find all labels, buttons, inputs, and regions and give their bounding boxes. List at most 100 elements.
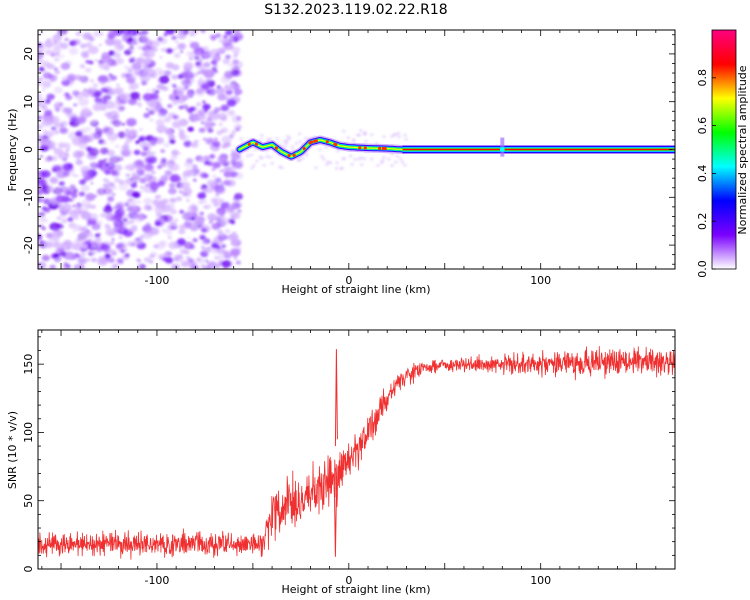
noise-blob [133, 149, 141, 155]
noise-blob [107, 196, 115, 202]
noise-blob [97, 232, 101, 236]
noise-blob [159, 37, 168, 45]
noise-blob [70, 79, 74, 82]
wandering-line [235, 135, 407, 162]
noise-blob [179, 209, 185, 214]
noise-blob [129, 82, 139, 90]
noise-blob [229, 134, 234, 138]
noise-blob [149, 118, 154, 122]
noise-blob [53, 67, 58, 71]
noise-blob [79, 193, 83, 196]
noise-blob [380, 161, 384, 164]
noise-blob [59, 54, 65, 59]
noise-blob [60, 128, 67, 133]
noise-blob [93, 31, 101, 37]
noise-blob [62, 158, 68, 162]
noise-blob [86, 89, 93, 94]
spectrogram-y-tick-label: 0 [22, 146, 35, 153]
noise-blob [216, 266, 220, 269]
noise-blob [164, 229, 173, 236]
noise-blob [152, 47, 158, 52]
snr-y-tick-label: 150 [22, 354, 35, 375]
noise-blob [91, 87, 97, 92]
wandering-line-peak [334, 142, 338, 147]
noise-blob [125, 129, 129, 132]
noise-blob [226, 211, 230, 214]
noise-blob [121, 33, 129, 39]
noise-blob [142, 141, 151, 149]
noise-blob [104, 183, 108, 187]
noise-blob [107, 115, 113, 120]
noise-blob [370, 157, 374, 161]
noise-blob [215, 193, 220, 197]
noise-blob [200, 30, 206, 33]
noise-blob [349, 154, 353, 158]
noise-blob [326, 160, 330, 163]
wandering-line-peak [325, 140, 329, 144]
noise-blob [79, 227, 85, 231]
noise-blob [180, 260, 189, 268]
noise-blob [53, 57, 60, 62]
noise-blob [168, 241, 179, 250]
spectrogram-y-tick-label: 20 [22, 47, 35, 61]
noise-blob [117, 131, 127, 139]
noise-blob [80, 211, 92, 220]
noise-blob [41, 104, 48, 110]
noise-blob [196, 51, 202, 56]
noise-blob [49, 77, 56, 82]
noise-blob [41, 80, 52, 88]
noise-blob [217, 254, 225, 261]
noise-blob [111, 193, 116, 196]
noise-blob [119, 260, 124, 264]
noise-blob [89, 79, 94, 83]
spectrogram-x-tick-labels: -100 0 100 [144, 274, 551, 287]
noise-blob [41, 206, 47, 211]
noise-blob [175, 196, 183, 202]
noise-blob [262, 164, 266, 167]
noise-blob [92, 90, 103, 98]
noise-blob [357, 134, 361, 137]
noise-blob [286, 135, 290, 138]
noise-blob [90, 182, 94, 185]
noise-blob [53, 130, 60, 135]
noise-blob [38, 66, 45, 72]
noise-blob [237, 209, 242, 213]
noise-blob [352, 139, 356, 142]
noise-blob [200, 186, 206, 191]
noise-blob [77, 257, 87, 265]
colorbar-tick-label: 0.6 [696, 117, 709, 135]
noise-blob [211, 36, 216, 41]
noise-blob [81, 52, 90, 59]
noise-blob [193, 73, 198, 77]
wandering-line-peak [363, 146, 367, 150]
noise-blob [132, 62, 142, 70]
noise-blob [131, 172, 136, 176]
noise-blob [151, 88, 157, 93]
noise-blob [167, 163, 175, 170]
noise-blob [196, 257, 206, 265]
noise-blob [231, 158, 236, 163]
noise-blob [58, 181, 65, 187]
noise-blob [207, 127, 214, 133]
noise-blob [72, 204, 76, 208]
noise-blob [213, 137, 218, 141]
noise-blob [314, 166, 318, 169]
noise-blob [206, 179, 216, 187]
noise-blob [129, 57, 136, 63]
noise-blob [59, 120, 68, 127]
noise-blob [38, 124, 44, 130]
noise-blob [190, 225, 198, 232]
noise-blob [160, 149, 165, 153]
noise-blob [137, 45, 143, 50]
noise-blob [75, 116, 86, 125]
noise-blob [113, 164, 123, 172]
noise-blob [119, 149, 124, 153]
noise-blob [159, 56, 163, 59]
noise-blob [68, 47, 79, 55]
noise-blob [55, 54, 60, 57]
noise-blob [140, 30, 149, 36]
noise-blob [155, 119, 165, 126]
noise-blob [111, 238, 115, 241]
spectrogram-y-tick-label: -20 [22, 236, 35, 254]
noise-blob [146, 206, 153, 211]
